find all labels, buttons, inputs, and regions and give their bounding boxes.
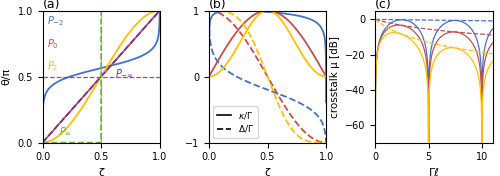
Text: $P_{-2}$: $P_{-2}$ xyxy=(47,15,64,28)
Text: (c): (c) xyxy=(376,0,392,11)
Text: $P_2$: $P_2$ xyxy=(47,59,58,73)
Text: $P_0$: $P_0$ xyxy=(47,37,59,51)
Y-axis label: crosstalk μ [dB]: crosstalk μ [dB] xyxy=(330,36,340,118)
Text: (b): (b) xyxy=(209,0,226,11)
Text: (a): (a) xyxy=(42,0,60,11)
X-axis label: ζ: ζ xyxy=(264,168,270,176)
Text: $P_{\infty}$: $P_{\infty}$ xyxy=(59,125,72,137)
Legend: $\kappa/\Gamma$, $\Delta/\Gamma$: $\kappa/\Gamma$, $\Delta/\Gamma$ xyxy=(214,106,258,138)
Y-axis label: θ/π: θ/π xyxy=(2,68,12,85)
X-axis label: Γℓ: Γℓ xyxy=(428,168,440,176)
Text: $P_{-\infty}$: $P_{-\infty}$ xyxy=(115,67,134,78)
X-axis label: ζ: ζ xyxy=(98,168,104,176)
